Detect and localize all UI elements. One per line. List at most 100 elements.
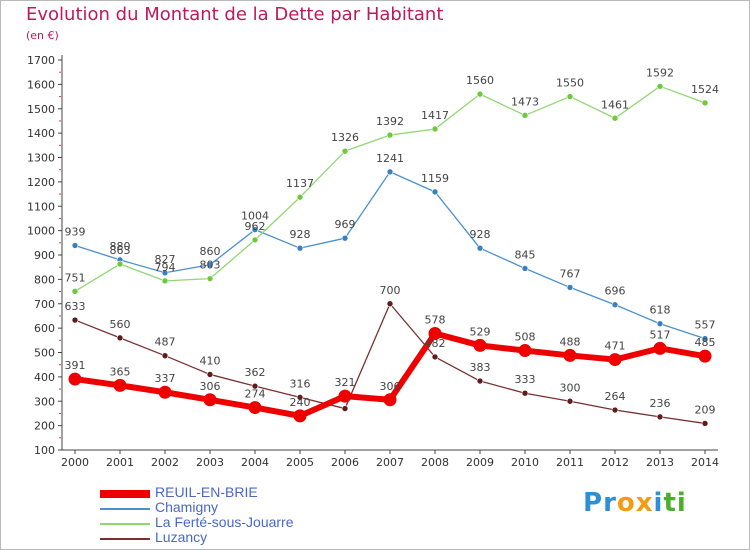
data-point [341, 405, 349, 412]
data-point [656, 83, 664, 90]
data-point [341, 147, 349, 155]
data-point [608, 353, 622, 367]
x-tick-label: 2004 [241, 456, 269, 469]
data-point [701, 420, 709, 427]
y-tick-label: 900 [34, 249, 55, 262]
data-label: 1473 [511, 95, 539, 108]
data-point [656, 320, 664, 328]
x-tick-label: 2006 [331, 456, 359, 469]
data-label: 803 [200, 259, 221, 272]
y-tick-label: 1600 [27, 78, 55, 91]
data-label: 1326 [331, 131, 359, 144]
data-label: 845 [515, 248, 536, 261]
x-tick-label: 2014 [691, 456, 719, 469]
proxiti-logo: Proxiti [583, 488, 687, 518]
data-label: 333 [515, 373, 536, 386]
data-label: 517 [650, 328, 671, 341]
legend-label: Luzancy [155, 529, 208, 545]
data-label: 557 [695, 319, 716, 332]
data-label: 321 [335, 376, 356, 389]
data-label: 410 [200, 354, 221, 367]
data-point [251, 382, 259, 390]
data-point [428, 326, 442, 340]
data-point [206, 261, 214, 269]
x-tick-label: 2012 [601, 456, 629, 469]
data-point [701, 99, 709, 107]
data-point [341, 234, 349, 242]
y-tick-label: 1000 [27, 225, 55, 238]
data-label: 560 [110, 318, 131, 331]
data-label: 794 [155, 261, 176, 274]
data-label: 696 [605, 285, 626, 298]
data-point [383, 393, 397, 407]
chart-subtitle: (en €) [26, 29, 59, 42]
data-label: 362 [245, 366, 266, 379]
data-point [116, 260, 124, 268]
data-point [431, 188, 439, 196]
data-label: 928 [470, 228, 491, 241]
data-point [518, 344, 532, 358]
x-tick-label: 2013 [646, 456, 674, 469]
y-tick-label: 300 [34, 395, 55, 408]
x-tick-label: 2000 [61, 456, 89, 469]
x-tick-label: 2002 [151, 456, 179, 469]
data-point [116, 334, 124, 342]
data-point [563, 348, 577, 362]
data-label: 300 [560, 381, 581, 394]
data-point [431, 125, 439, 133]
data-label: 471 [605, 340, 626, 353]
x-tick-label: 2011 [556, 456, 584, 469]
data-point [566, 93, 574, 100]
x-tick-label: 2007 [376, 456, 404, 469]
data-label: 1159 [421, 172, 449, 185]
data-label: 863 [110, 244, 131, 257]
data-point [68, 372, 82, 386]
data-point [71, 242, 79, 249]
data-label: 383 [470, 361, 491, 374]
data-point [521, 389, 529, 397]
x-tick-label: 2010 [511, 456, 539, 469]
data-point [251, 226, 259, 233]
data-point [476, 244, 484, 252]
data-label: 306 [380, 380, 401, 393]
data-point [698, 349, 712, 363]
data-label: 751 [65, 271, 86, 284]
data-point [158, 385, 172, 399]
data-label: 508 [515, 331, 536, 344]
data-label: 264 [605, 390, 626, 403]
data-label: 962 [245, 220, 266, 233]
data-point [476, 90, 484, 98]
x-tick-label: 2009 [466, 456, 494, 469]
data-point [161, 277, 169, 285]
data-label: 487 [155, 336, 176, 349]
legend-label: REUIL-EN-BRIE [155, 484, 258, 500]
data-label: 969 [335, 218, 356, 231]
chart-title: Evolution du Montant de la Dette par Hab… [26, 4, 444, 25]
data-point [251, 236, 259, 244]
data-label: 306 [200, 380, 221, 393]
data-label: 928 [290, 228, 311, 241]
y-tick-label: 1200 [27, 176, 55, 189]
legend-label: La Ferté-sous-Jouarre [155, 514, 294, 530]
data-label: 482 [425, 337, 446, 350]
legend-swatch [100, 490, 150, 498]
y-tick-label: 1500 [27, 103, 55, 116]
y-tick-label: 200 [34, 420, 55, 433]
data-label: 1592 [646, 66, 674, 79]
data-point [701, 335, 709, 342]
data-point [296, 394, 304, 401]
x-tick-label: 2003 [196, 456, 224, 469]
data-label: 274 [245, 388, 266, 401]
data-point [161, 269, 169, 277]
data-point [521, 112, 529, 119]
data-label: 1417 [421, 109, 449, 122]
data-point [611, 301, 619, 309]
data-point [338, 389, 352, 403]
data-point [203, 393, 217, 407]
x-tick-label: 2001 [106, 456, 134, 469]
data-label: 1550 [556, 77, 584, 90]
data-label: 880 [110, 240, 131, 253]
legend-label: Chamigny [155, 499, 219, 515]
y-tick-label: 1100 [27, 200, 55, 213]
